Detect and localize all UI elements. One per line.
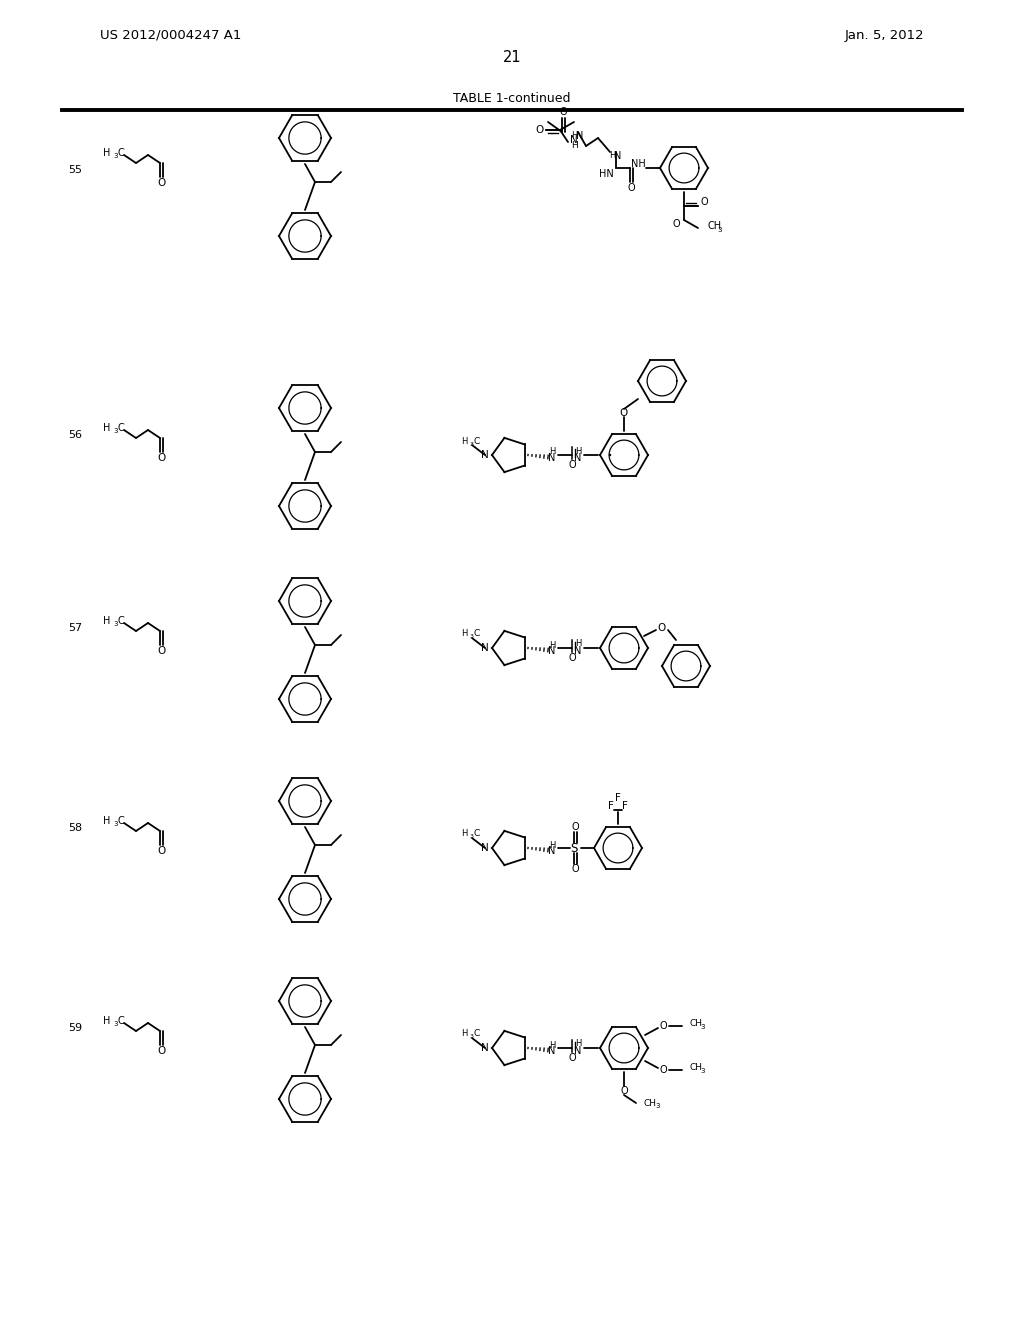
Text: TABLE 1-continued: TABLE 1-continued — [454, 91, 570, 104]
Text: O: O — [568, 459, 575, 470]
Text: N: N — [574, 645, 582, 656]
Text: O: O — [659, 1020, 667, 1031]
Text: 21: 21 — [503, 50, 521, 66]
Text: 57: 57 — [68, 623, 82, 634]
Text: H: H — [102, 616, 110, 626]
Text: N: N — [548, 846, 556, 855]
Text: 3: 3 — [655, 1104, 660, 1109]
Text: N: N — [481, 843, 488, 853]
Text: 3: 3 — [470, 635, 474, 639]
Text: H: H — [462, 829, 468, 838]
Text: CH: CH — [644, 1098, 657, 1107]
Text: O: O — [568, 653, 575, 663]
Text: O: O — [157, 1045, 165, 1056]
Text: F: F — [608, 801, 614, 810]
Text: US 2012/0004247 A1: US 2012/0004247 A1 — [100, 29, 242, 41]
Text: 3: 3 — [113, 620, 118, 627]
Text: C: C — [118, 422, 125, 433]
Text: 3: 3 — [113, 821, 118, 828]
Text: O: O — [657, 623, 667, 634]
Text: H: H — [609, 152, 615, 161]
Text: N: N — [574, 1045, 582, 1056]
Text: H: H — [462, 437, 468, 446]
Text: H: H — [574, 639, 582, 648]
Text: H: H — [102, 148, 110, 158]
Text: H: H — [549, 1040, 555, 1049]
Text: O: O — [700, 197, 708, 207]
Text: O: O — [157, 178, 165, 187]
Text: 3: 3 — [700, 1068, 706, 1074]
Text: H: H — [102, 422, 110, 433]
Text: 56: 56 — [68, 430, 82, 440]
Text: F: F — [615, 793, 621, 803]
Text: O: O — [568, 1053, 575, 1063]
Text: C: C — [474, 630, 480, 639]
Text: O: O — [659, 1065, 667, 1074]
Text: CH: CH — [689, 1019, 702, 1028]
Text: HN: HN — [599, 169, 613, 180]
Text: 59: 59 — [68, 1023, 82, 1034]
Text: 3: 3 — [470, 441, 474, 446]
Text: O: O — [620, 408, 628, 418]
Text: O: O — [536, 125, 544, 135]
Text: F: F — [622, 801, 628, 810]
Text: 3: 3 — [718, 227, 722, 234]
Text: O: O — [157, 846, 165, 855]
Text: H: H — [102, 1016, 110, 1026]
Text: N: N — [481, 1043, 488, 1053]
Text: N: N — [481, 643, 488, 653]
Text: 3: 3 — [113, 1020, 118, 1027]
Text: 3: 3 — [470, 1035, 474, 1040]
Text: H: H — [570, 132, 578, 140]
Text: O: O — [559, 107, 567, 117]
Text: N: N — [481, 450, 488, 459]
Text: NH: NH — [631, 158, 645, 169]
Text: O: O — [157, 645, 165, 656]
Text: 3: 3 — [470, 834, 474, 840]
Text: H: H — [549, 447, 555, 457]
Text: H: H — [549, 640, 555, 649]
Text: C: C — [118, 148, 125, 158]
Text: H: H — [549, 841, 555, 850]
Text: N: N — [548, 1045, 556, 1056]
Text: N: N — [548, 453, 556, 463]
Text: H: H — [462, 630, 468, 639]
Text: N: N — [614, 150, 622, 161]
Text: N: N — [570, 135, 578, 145]
Text: H: H — [574, 446, 582, 455]
Text: N: N — [574, 453, 582, 463]
Text: O: O — [627, 183, 635, 193]
Text: CH: CH — [708, 220, 722, 231]
Text: C: C — [474, 829, 480, 838]
Text: 55: 55 — [68, 165, 82, 176]
Text: O: O — [157, 453, 165, 463]
Text: O: O — [571, 865, 579, 874]
Text: 3: 3 — [113, 428, 118, 434]
Text: N: N — [548, 645, 556, 656]
Text: O: O — [673, 219, 680, 228]
Text: CH: CH — [689, 1064, 702, 1072]
Text: 58: 58 — [68, 822, 82, 833]
Text: C: C — [118, 616, 125, 626]
Text: N: N — [577, 131, 584, 141]
Text: S: S — [570, 842, 578, 854]
Text: C: C — [118, 1016, 125, 1026]
Text: 3: 3 — [700, 1024, 706, 1030]
Text: O: O — [571, 822, 579, 832]
Text: H: H — [102, 816, 110, 826]
Text: C: C — [474, 437, 480, 446]
Text: C: C — [474, 1030, 480, 1039]
Text: C: C — [118, 816, 125, 826]
Text: Jan. 5, 2012: Jan. 5, 2012 — [845, 29, 924, 41]
Text: O: O — [621, 1086, 628, 1096]
Text: H: H — [570, 140, 578, 149]
Text: H: H — [462, 1030, 468, 1039]
Text: 3: 3 — [113, 153, 118, 158]
Text: H: H — [574, 1040, 582, 1048]
